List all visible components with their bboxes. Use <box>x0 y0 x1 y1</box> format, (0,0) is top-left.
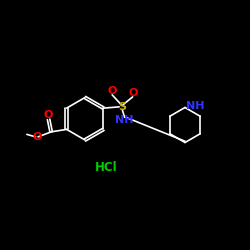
Text: NH: NH <box>116 115 134 125</box>
Text: S: S <box>118 102 126 112</box>
Text: O: O <box>33 132 42 142</box>
Text: O: O <box>108 86 117 96</box>
Text: NH: NH <box>186 101 204 111</box>
Text: HCl: HCl <box>95 161 118 174</box>
Text: O: O <box>128 88 138 98</box>
Text: O: O <box>44 110 53 120</box>
